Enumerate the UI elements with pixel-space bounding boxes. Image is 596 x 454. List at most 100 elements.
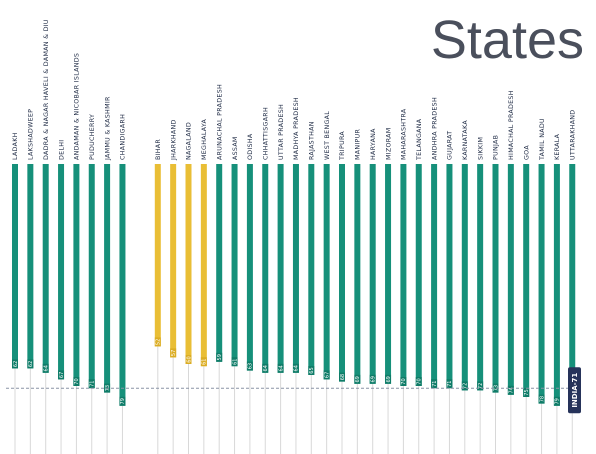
category-label-assam: ASSAM: [232, 136, 239, 160]
value-label-tamil-nadu: 78: [539, 396, 545, 402]
category-label-punjab: PUNJAB: [493, 135, 500, 160]
value-tag-bg-madhya-pradesh: [292, 363, 299, 373]
value-tag-bg-rajasthan: [308, 366, 315, 375]
value-tag-bg-karnataka: [461, 381, 468, 391]
value-label-chhattisgarh: 64: [263, 365, 269, 371]
category-label-jammu-and-kashmir: JAMMU & KASHMIR: [104, 96, 111, 161]
category-label-tamil-nadu: TAMIL NADU: [539, 118, 546, 161]
category-label-rajasthan: RAJASTHAN: [309, 121, 316, 160]
bar-rajasthan: [308, 164, 315, 375]
category-label-gujarat: GUJARAT: [447, 131, 454, 160]
bar-tripura: [339, 164, 345, 382]
value-tag-bg-manipur: [354, 374, 361, 384]
bar-punjab: [492, 164, 499, 393]
category-label-west-bengal: WEST BENGAL: [324, 111, 331, 160]
category-label-goa: GOA: [523, 145, 530, 160]
value-tag-bg-chhattisgarh: [262, 363, 269, 373]
category-label-bihar: BIHAR: [155, 139, 162, 160]
value-tag-bg-delhi: [58, 370, 65, 380]
category-label-puducherry: PUDUCHERRY: [89, 114, 96, 160]
bars-group: 62 LADAKH 62 LAKSHADWEEP 64 DADRA & NAGAR HAV…: [12, 19, 576, 454]
category-label-karnataka: KARNATAKA: [462, 120, 469, 160]
value-label-himachal-pradesh: 74: [509, 387, 515, 393]
bar-tamil-nadu: [538, 164, 545, 404]
bar-uttarakhand: [569, 164, 576, 408]
value-tag-bg-dadra-and-nagar-haveli-and-daman-and-diu: [42, 363, 49, 373]
value-label-assam: 61: [232, 359, 238, 365]
value-tag-bg-himachal-pradesh: [507, 385, 514, 395]
value-tag-bg-goa: [523, 388, 530, 397]
value-label-andaman-and-nicobar-islands: 70: [74, 378, 80, 384]
category-label-jharkhand: JHARKHAND: [170, 119, 177, 161]
value-label-west-bengal: 67: [324, 372, 330, 378]
value-tag-bg-west-bengal: [323, 370, 330, 380]
value-tag-bg-uttar-pradesh: [277, 363, 284, 373]
value-label-chandigarh: 79: [120, 398, 126, 404]
category-label-delhi: DELHI: [58, 140, 65, 160]
bar-uttar-pradesh: [277, 164, 284, 373]
bar-chhattisgarh: [262, 164, 269, 373]
bar-delhi: [58, 164, 65, 380]
value-tag-bg-haryana: [369, 374, 376, 384]
category-label-madhya-pradesh: MADHYA PRADESH: [293, 97, 300, 160]
category-label-andaman-and-nicobar-islands: ANDAMAN & NICOBAR ISLANDS: [74, 53, 81, 160]
value-label-gujarat: 71: [447, 381, 453, 387]
value-tag-bg-telangana: [415, 377, 422, 386]
category-label-chandigarh: CHANDIGARH: [120, 114, 127, 160]
bar-west-bengal: [323, 164, 330, 380]
value-tag-bg-nagaland: [185, 355, 192, 364]
value-tag-bg-chandigarh: [119, 396, 126, 406]
india-badge-box: [568, 367, 581, 414]
value-tag-bg-mizoram: [385, 374, 392, 384]
category-label-haryana: HARYANA: [370, 128, 377, 160]
value-tag-bg-kerala: [553, 396, 560, 406]
value-label-kerala: 79: [555, 398, 561, 404]
bar-mizoram: [385, 164, 392, 384]
value-label-goa: 75: [524, 389, 530, 395]
category-label-nagaland: NAGALAND: [186, 122, 193, 160]
bar-jharkhand: [170, 164, 177, 358]
value-tag-bg-maharashtra: [400, 377, 407, 386]
bar-arunachal-pradesh: [216, 164, 223, 362]
bar-ladakh: [12, 164, 18, 369]
india-reference-badge: INDIA-71: [568, 367, 581, 414]
category-label-uttarakhand: UTTARAKHAND: [569, 110, 576, 160]
value-tag-bg-puducherry: [88, 379, 95, 389]
bar-maharashtra: [400, 164, 407, 386]
value-label-madhya-pradesh: 64: [294, 365, 300, 371]
value-tag-bg-meghalaya: [200, 357, 207, 367]
value-label-bihar: 52: [156, 339, 162, 345]
bar-chandigarh: [119, 164, 126, 406]
category-label-sikkim: SIKKIM: [477, 137, 484, 160]
value-tag-bg-jharkhand: [170, 348, 177, 358]
bar-telangana: [415, 164, 422, 386]
bar-himachal-pradesh: [507, 164, 514, 395]
bar-haryana: [369, 164, 376, 384]
bar-lakshadweep: [27, 164, 34, 369]
category-label-meghalaya: MEGHALAYA: [201, 118, 208, 160]
value-label-puducherry: 71: [90, 381, 96, 387]
value-label-haryana: 69: [371, 376, 377, 382]
bar-madhya-pradesh: [292, 164, 299, 373]
bar-andhra-pradesh: [431, 164, 438, 389]
value-label-delhi: 67: [59, 372, 65, 378]
value-label-lakshadweep: 62: [28, 361, 34, 367]
value-tag-bg-lakshadweep: [27, 359, 34, 369]
value-tag-bg-assam: [231, 357, 238, 367]
value-label-mizoram: 69: [386, 376, 392, 382]
bar-meghalaya: [200, 164, 207, 367]
bar-nagaland: [185, 164, 192, 364]
value-label-tripura: 68: [340, 374, 346, 380]
value-tag-bg-tamil-nadu: [538, 394, 545, 404]
india-badge-label: INDIA-71: [571, 373, 579, 408]
chart-title: States: [431, 10, 584, 70]
value-label-uttar-pradesh: 64: [278, 365, 284, 371]
category-label-arunachal-pradesh: ARUNACHAL PRADESH: [216, 84, 223, 160]
category-label-lakshadweep: LAKSHADWEEP: [28, 109, 35, 160]
bar-gujarat: [446, 164, 453, 389]
value-label-dadra-and-nagar-haveli-and-daman-and-diu: 64: [44, 365, 50, 371]
category-label-tripura: TRIPURA: [339, 131, 346, 161]
category-label-telangana: TELANGANA: [416, 118, 423, 161]
category-label-kerala: KERALA: [554, 133, 561, 160]
value-tag-bg-sikkim: [477, 381, 484, 391]
